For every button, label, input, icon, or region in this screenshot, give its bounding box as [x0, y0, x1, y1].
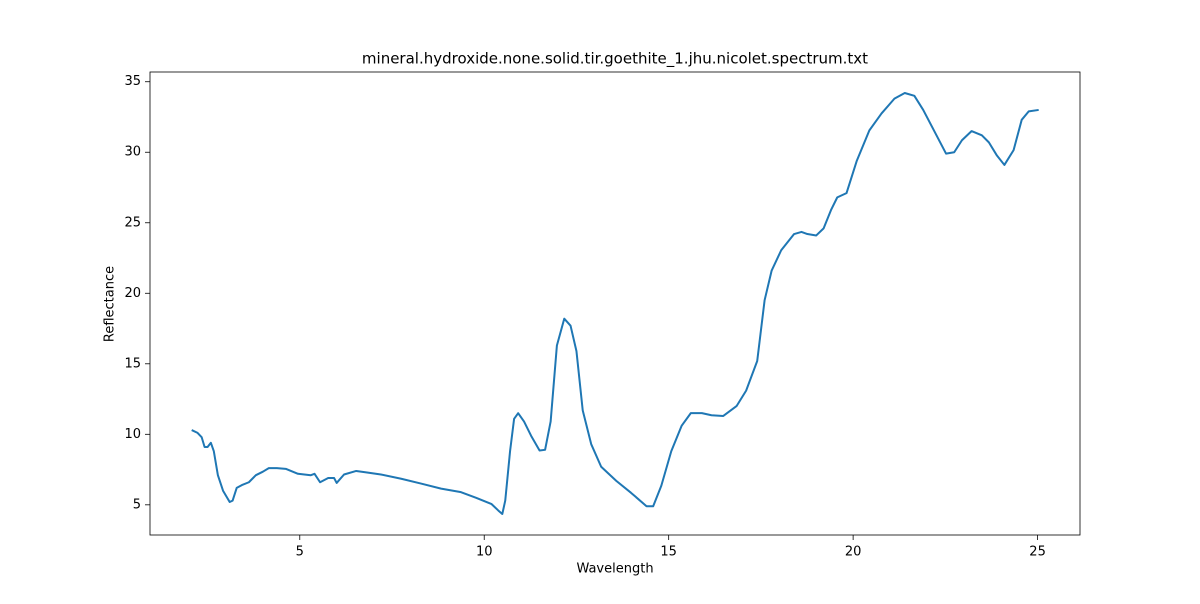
y-tick-label: 30 [124, 145, 141, 160]
chart-title: mineral.hydroxide.none.solid.tir.goethit… [362, 50, 868, 69]
y-axis-label: Reflectance [103, 266, 118, 342]
y-tick-label: 5 [133, 497, 141, 512]
x-axis-label: Wavelength [576, 562, 653, 577]
x-tick-label: 5 [296, 545, 304, 560]
plot-frame [149, 71, 1081, 536]
data-line [191, 92, 1039, 515]
y-tick-label: 15 [124, 356, 141, 371]
y-tick-label: 10 [124, 427, 141, 442]
x-tick-label: 25 [1029, 545, 1046, 560]
x-tick-label: 10 [476, 545, 493, 560]
x-tick-label: 15 [660, 545, 677, 560]
x-tick-label: 20 [845, 545, 862, 560]
y-tick-label: 20 [124, 286, 141, 301]
y-tick-label: 35 [124, 74, 141, 89]
y-tick-label: 25 [124, 215, 141, 230]
